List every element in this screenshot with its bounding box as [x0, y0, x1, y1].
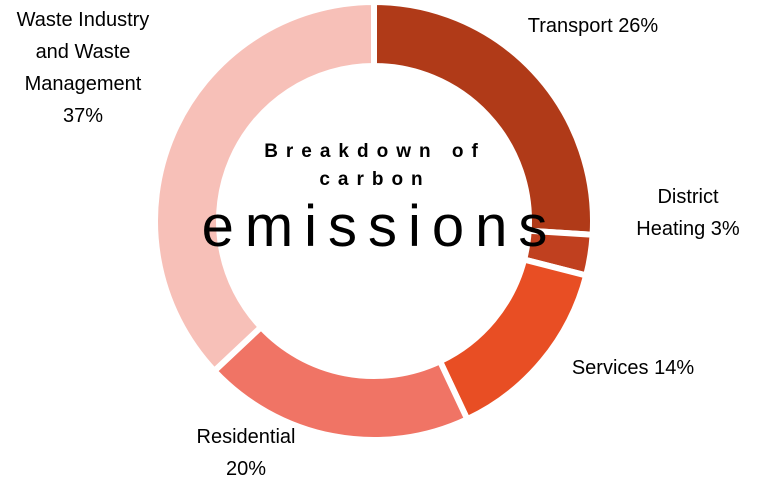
- category-label: District Heating: [636, 186, 719, 240]
- slice: [371, 0, 596, 238]
- value-label: 37%: [62, 105, 104, 127]
- slice-label: District Heating 3%: [626, 181, 751, 245]
- slice-label: Residential 20%: [181, 421, 311, 481]
- slice-label: Transport 26%: [478, 10, 708, 42]
- category-label: Services: [571, 357, 649, 379]
- value-label: 26%: [618, 15, 659, 37]
- value-label: 14%: [654, 357, 695, 379]
- category-label: Transport: [527, 15, 613, 37]
- value-label: 20%: [225, 458, 267, 480]
- slice-label: Waste Industry and Waste Management 37%: [8, 4, 158, 132]
- chart-subtitle: emissions: [201, 194, 559, 259]
- slice-label: Services 14%: [533, 352, 733, 384]
- category-label: Residential: [196, 426, 296, 448]
- value-label: 3%: [710, 218, 740, 240]
- chart-title: Breakdown of carbon: [264, 141, 486, 190]
- slice: [152, 0, 377, 376]
- category-label: Waste Industry and Waste Management: [16, 9, 150, 95]
- slice: [436, 255, 590, 424]
